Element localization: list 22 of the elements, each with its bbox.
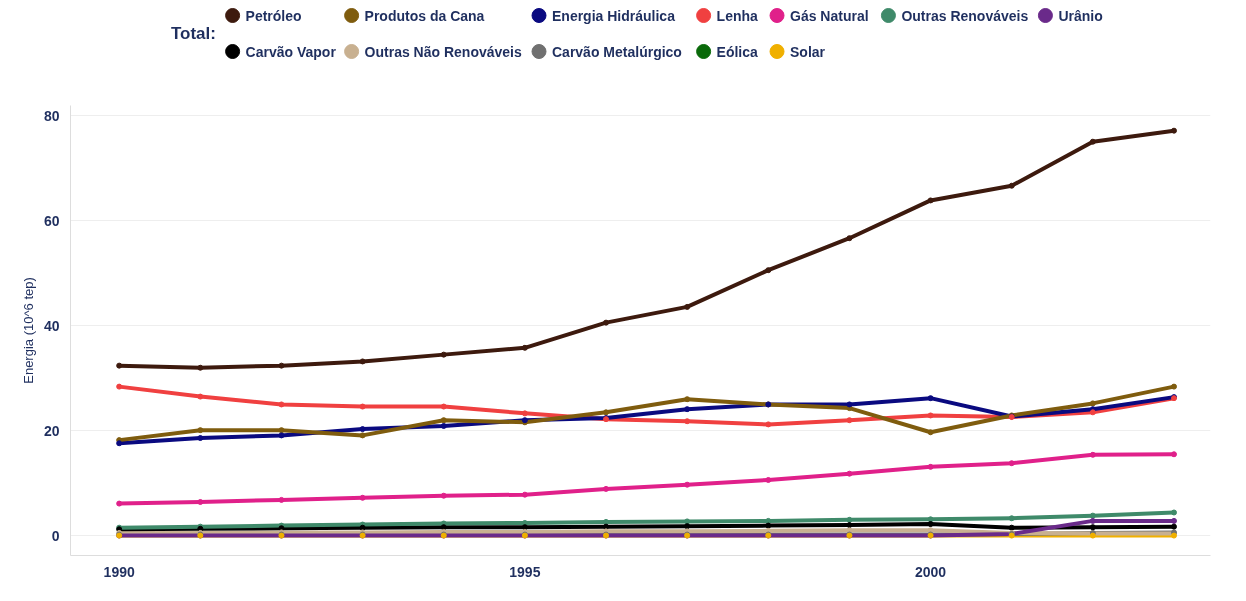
legend-label: Gás Natural [790, 7, 869, 24]
legend-label: Energia Hidráulica [551, 7, 676, 24]
legend-label: Petróleo [245, 7, 302, 24]
x-tick-label: 2000 [915, 563, 947, 580]
y-tick-label: 20 [43, 422, 60, 439]
legend-label: Urânio [1058, 7, 1103, 24]
y-tick-label: 40 [43, 317, 60, 334]
legend-label: Carvão Metalúrgico [551, 43, 682, 60]
y-tick-label: 0 [51, 527, 60, 544]
x-tick-label: 1990 [103, 563, 135, 580]
y-tick-label: 80 [43, 107, 60, 124]
x-tick-label: 1995 [509, 563, 541, 580]
legend-title: Total: [170, 24, 216, 43]
legend-label: Lenha [716, 7, 759, 24]
legend-label: Outras Não Renováveis [364, 43, 522, 60]
legend-label: Eólica [716, 43, 759, 60]
y-axis-title: Energia (10^6 tep) [20, 277, 36, 384]
legend-label: Produtos da Cana [364, 7, 485, 24]
legend-label: Carvão Vapor [245, 43, 337, 60]
legend-label: Solar [790, 43, 826, 60]
legend-label: Outras Renováveis [901, 7, 1029, 24]
y-tick-label: 60 [43, 212, 60, 229]
